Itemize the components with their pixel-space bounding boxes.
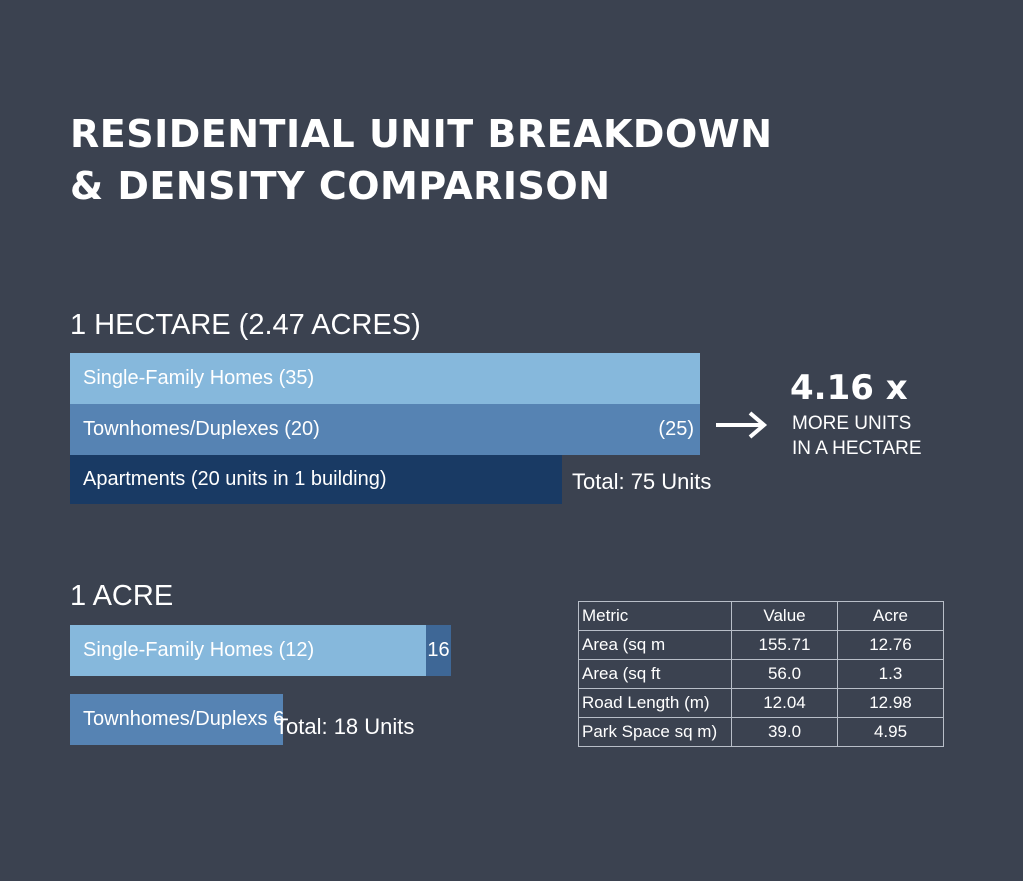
title-line-2: & DENSITY COMPARISON (70, 164, 611, 208)
table-cell: 1.3 (837, 659, 944, 689)
hectare-heading: 1 HECTARE (2.47 ACRES) (70, 309, 421, 341)
hectare-bar-label-apartments: Apartments (20 units in 1 building) (83, 468, 387, 490)
acre-bar-label-townhomes: Townhomes/Duplexs 6 (83, 708, 285, 730)
table-cell: 12.76 (837, 630, 944, 660)
table-cell: Road Length (m) (578, 688, 732, 718)
column-header-acre: Acre (837, 601, 944, 631)
density-multiplier: 4.16 x (790, 368, 908, 408)
hectare-bar-apartments: Apartments (20 units in 1 building) (70, 455, 562, 504)
acre-stub-label: 16 (427, 639, 450, 661)
right-arrow-icon (716, 411, 768, 439)
hectare-bar-single-family: Single-Family Homes (35) (70, 353, 700, 404)
table-row: Park Space sq m) 39.0 4.95 (578, 717, 944, 747)
page-title: RESIDENTIAL UNIT BREAKDOWN & DENSITY COM… (70, 108, 773, 212)
hectare-bar-townhomes: Townhomes/Duplexes (20) (25) (70, 404, 700, 455)
acre-heading: 1 ACRE (70, 580, 174, 612)
table-cell: 56.0 (731, 659, 838, 689)
acre-total: Total: 18 Units (275, 714, 415, 739)
table-cell: Park Space sq m) (578, 717, 732, 747)
metrics-table: Metric Value Acre Area (sq m 155.71 12.7… (578, 601, 944, 747)
callout-line-2: IN A HECTARE (792, 438, 922, 459)
table-cell: 4.95 (837, 717, 944, 747)
hectare-bar-note-townhomes: (25) (658, 418, 694, 440)
hectare-bar-label-townhomes: Townhomes/Duplexes (20) (83, 418, 320, 440)
table-cell: 155.71 (731, 630, 838, 660)
callout-line-1: MORE UNITS (792, 413, 912, 434)
acre-bar-label-single-family: Single-Family Homes (12) (83, 639, 315, 661)
table-cell: 12.04 (731, 688, 838, 718)
column-header-metric: Metric (578, 601, 732, 631)
hectare-total: Total: 75 Units (572, 469, 712, 494)
acre-bar-single-family: Single-Family Homes (12) (70, 625, 426, 676)
table-row: Road Length (m) 12.04 12.98 (578, 688, 944, 718)
table-row: Area (sq ft 56.0 1.3 (578, 659, 944, 689)
acre-bar-townhomes: Townhomes/Duplexs 6 (70, 694, 285, 745)
hectare-bar-label-single-family: Single-Family Homes (35) (83, 367, 315, 389)
column-header-value: Value (731, 601, 838, 631)
title-line-1: RESIDENTIAL UNIT BREAKDOWN (70, 112, 773, 156)
table-cell: 39.0 (731, 717, 838, 747)
table-row: Area (sq m 155.71 12.76 (578, 630, 944, 660)
acre-bar-stub: 16 (426, 625, 451, 676)
table-header-row: Metric Value Acre (578, 601, 944, 631)
table-cell: 12.98 (837, 688, 944, 718)
table-cell: Area (sq m (578, 630, 732, 660)
table-cell: Area (sq ft (578, 659, 732, 689)
